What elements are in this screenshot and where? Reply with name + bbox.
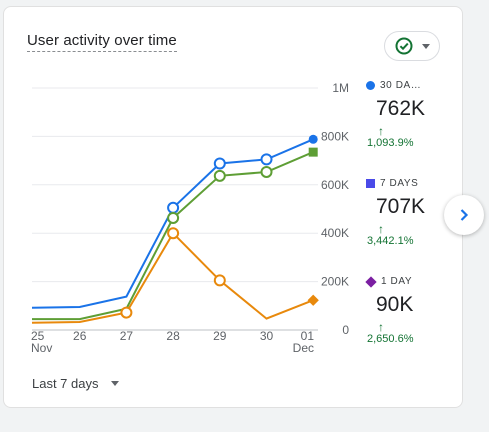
data-point-marker <box>260 165 273 178</box>
data-point-marker <box>167 211 180 224</box>
x-tick-label: 01 <box>301 329 315 343</box>
check-circle-icon <box>395 37 412 55</box>
metric-1-day[interactable]: 1 DAY 90K ↑ 2,650.6% <box>365 275 414 345</box>
series-line <box>31 231 314 324</box>
x-tick-label: 29 <box>213 329 227 343</box>
chevron-right-icon <box>460 209 469 221</box>
chevron-down-icon <box>421 43 430 49</box>
data-point-marker <box>260 153 273 166</box>
metric-value: 762K <box>376 97 426 120</box>
metric-change: ↑ 1,093.9% <box>367 125 425 149</box>
metric-change: ↑ 2,650.6% <box>367 321 413 345</box>
user-activity-card: User activity over time <box>3 6 463 408</box>
x-tick-label: 25 <box>31 329 45 343</box>
series-marker-diamond <box>365 275 377 288</box>
next-card-button[interactable] <box>444 195 484 235</box>
y-tick-label: 0 <box>342 323 349 337</box>
metric-label: 30 DA… <box>380 80 422 91</box>
arrow-up-icon: ↑ <box>378 320 384 334</box>
metric-30-days[interactable]: 30 DA… 762K ↑ 1,093.9% <box>366 80 425 149</box>
data-point-marker <box>308 147 318 157</box>
status-dropdown-button[interactable] <box>384 31 440 61</box>
data-point-marker <box>213 274 226 287</box>
y-tick-label: 400K <box>321 226 349 240</box>
data-point-marker <box>308 134 318 144</box>
data-point-marker <box>120 306 133 319</box>
arrow-up-icon: ↑ <box>378 222 384 236</box>
metric-change: ↑ 3,442.1% <box>367 223 425 247</box>
arrow-up-icon: ↑ <box>378 124 384 138</box>
metric-change-value: 2,650.6% <box>367 333 414 345</box>
data-point-marker <box>167 227 180 240</box>
x-tick-label: 28 <box>166 329 180 343</box>
metric-change-value: 3,442.1% <box>367 235 414 247</box>
x-tick-sublabel: Nov <box>31 341 52 355</box>
y-tick-label: 1M <box>332 81 349 95</box>
x-tick-sublabel: Dec <box>293 341 314 355</box>
metric-7-days[interactable]: 7 DAYS 707K ↑ 3,442.1% <box>366 178 425 247</box>
y-tick-label: 200K <box>321 275 349 289</box>
metric-change-value: 1,093.9% <box>367 137 414 149</box>
metric-value: 90K <box>376 293 414 316</box>
metric-value: 707K <box>376 195 426 218</box>
date-range-dropdown[interactable]: Last 7 days <box>32 376 119 391</box>
metric-label: 1 DAY <box>381 276 413 287</box>
date-range-label: Last 7 days <box>32 376 99 391</box>
series-marker-square <box>366 179 375 188</box>
metric-label: 7 DAYS <box>380 178 419 189</box>
x-tick-label: 27 <box>120 329 134 343</box>
data-point-marker <box>167 201 180 214</box>
y-tick-label: 800K <box>321 129 349 143</box>
y-tick-label: 600K <box>321 178 349 192</box>
data-point-marker <box>307 294 319 306</box>
x-tick-label: 30 <box>260 329 274 343</box>
data-point-marker <box>213 157 226 170</box>
series-marker-circle <box>366 81 375 90</box>
chevron-down-icon <box>110 381 119 386</box>
x-tick-label: 26 <box>73 329 87 343</box>
card-title[interactable]: User activity over time <box>27 32 177 52</box>
data-point-marker <box>213 169 226 182</box>
